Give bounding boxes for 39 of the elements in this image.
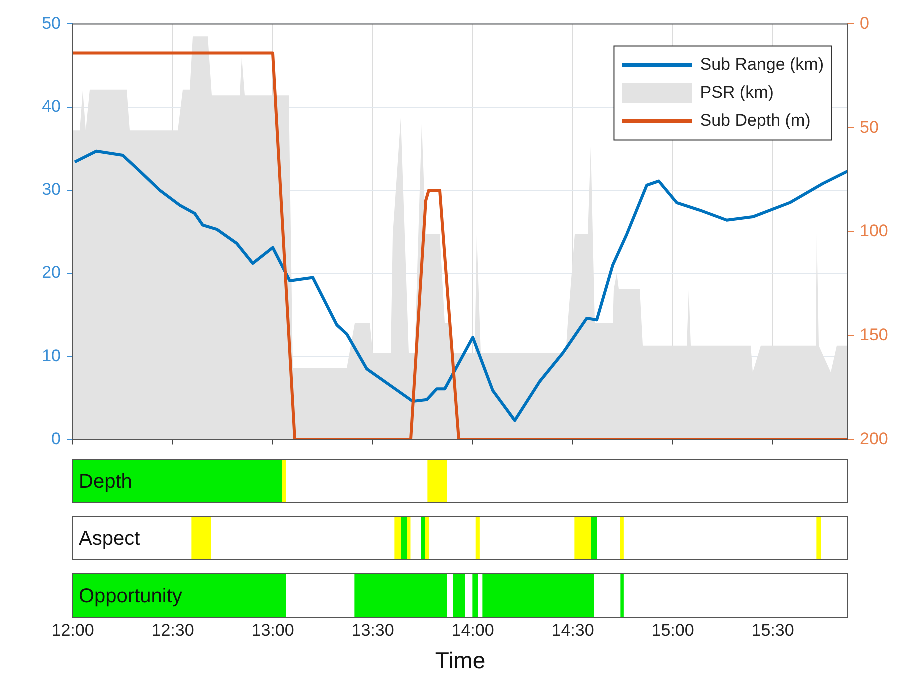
bar <box>620 574 624 618</box>
y-tick-label: Depth <box>79 471 132 494</box>
bar <box>620 517 624 560</box>
bar <box>472 574 478 618</box>
x-tick-label: 14:30 <box>552 620 594 640</box>
x-tick-label: 13:00 <box>252 620 294 640</box>
y2-tick-label: 0 <box>860 14 870 33</box>
bar <box>421 517 426 560</box>
x-tick-label: 15:00 <box>652 620 694 640</box>
x-tick-label: 13:30 <box>352 620 394 640</box>
y2-tick-label: 50 <box>860 118 879 137</box>
x-tick-label: 12:00 <box>52 620 94 640</box>
y-tick-label: Aspect <box>79 528 141 550</box>
y-tick-label: Opportunity <box>79 586 182 608</box>
x-axis-title: Time <box>435 648 486 674</box>
y2-tick-label: 150 <box>860 326 888 345</box>
x-tick-label: 15:30 <box>752 620 794 640</box>
legend-label: Sub Depth (m) <box>700 110 811 130</box>
x-tick-label: 14:00 <box>452 620 494 640</box>
legend-label: Sub Range (km) <box>700 54 824 74</box>
bar <box>482 574 594 618</box>
bar <box>574 517 592 560</box>
y-tick-label: 40 <box>42 97 61 116</box>
x-tick-label: 12:30 <box>152 620 194 640</box>
bar <box>354 574 448 618</box>
legend-label: PSR (km) <box>700 82 774 102</box>
y-tick-label: 30 <box>42 180 61 200</box>
y2-tick-label: 200 <box>860 429 888 448</box>
y2-tick-label: 100 <box>860 222 888 241</box>
y-tick-label: 10 <box>42 346 61 366</box>
bar <box>394 517 402 560</box>
y-tick-label: 20 <box>42 263 61 282</box>
y-tick-label: 0 <box>52 429 61 448</box>
bar <box>453 574 466 618</box>
y-tick-label: 50 <box>42 14 61 33</box>
bar <box>476 517 480 560</box>
bar <box>192 517 212 560</box>
bar <box>816 517 822 560</box>
bar <box>73 574 286 618</box>
